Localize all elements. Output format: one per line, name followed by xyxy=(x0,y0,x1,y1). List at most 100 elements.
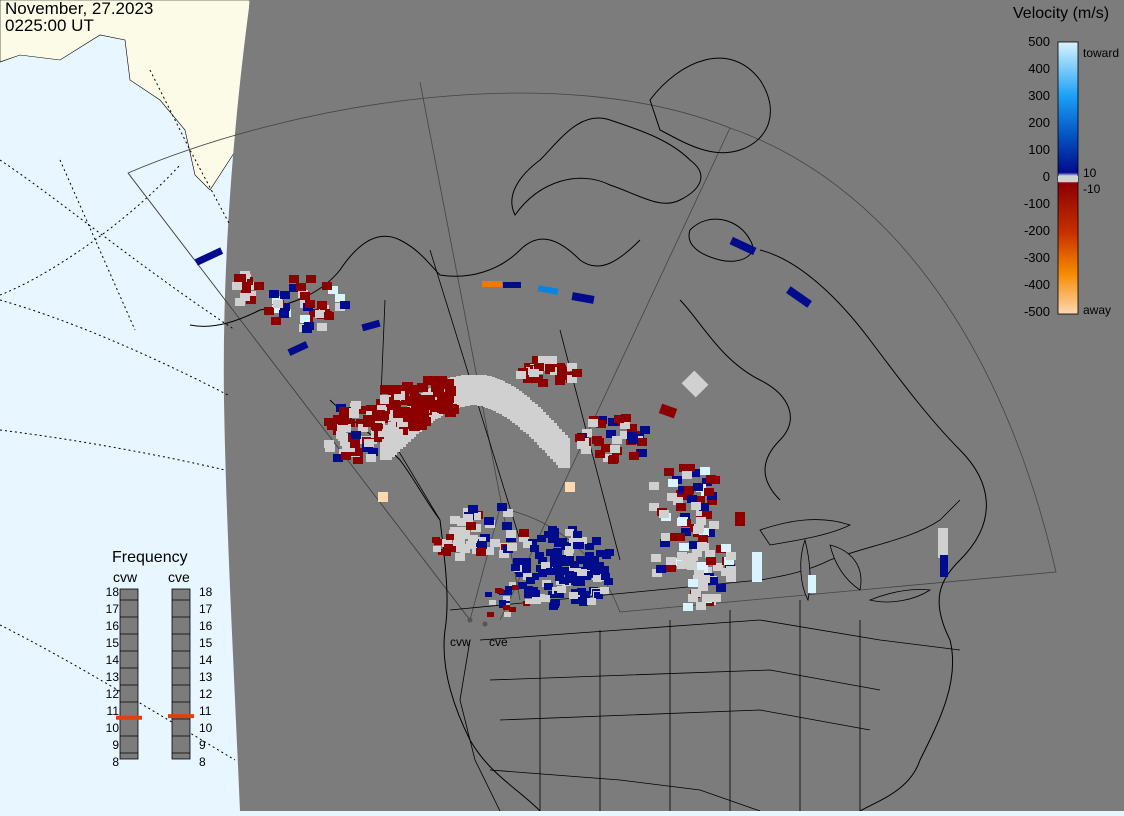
velocity-cell xyxy=(442,549,450,555)
velocity-cell xyxy=(490,539,500,547)
velocity-cell xyxy=(402,408,413,417)
velocity-cell xyxy=(546,568,555,575)
velocity-cell xyxy=(503,282,521,288)
velocity-cell xyxy=(538,557,547,564)
velocity-tick: -300 xyxy=(1023,250,1050,265)
velocity-cell xyxy=(576,579,585,586)
velocity-cell xyxy=(444,544,452,550)
velocity-tick: 500 xyxy=(1028,34,1050,49)
frequency-tick: 14 xyxy=(105,653,119,667)
velocity-cell xyxy=(602,552,611,559)
velocity-cell xyxy=(612,436,622,444)
velocity-cell xyxy=(579,599,588,606)
velocity-cell xyxy=(694,570,704,578)
velocity-cell xyxy=(390,385,401,394)
velocity-cell xyxy=(446,534,454,540)
velocity-cell xyxy=(544,531,553,538)
velocity-cell xyxy=(358,424,368,432)
velocity-cell xyxy=(463,514,473,522)
velocity-cell xyxy=(637,449,647,457)
velocity-cell xyxy=(596,420,606,428)
velocity-cell xyxy=(592,537,601,544)
velocity-cell xyxy=(240,293,250,301)
velocity-cell xyxy=(695,496,705,504)
velocity-cell xyxy=(569,592,578,599)
velocity-cell xyxy=(685,464,695,472)
velocity-cell xyxy=(518,582,527,589)
velocity-cell xyxy=(693,483,703,491)
velocity-cell xyxy=(525,599,532,604)
velocity-cell xyxy=(235,298,245,306)
velocity-cell xyxy=(503,605,510,610)
velocity-cell xyxy=(600,587,609,594)
velocity-cell xyxy=(457,518,467,526)
velocity-cell xyxy=(572,369,582,377)
velocity-cell xyxy=(378,492,388,502)
velocity-cell xyxy=(565,482,575,492)
frequency-tick: 9 xyxy=(199,738,206,752)
velocity-cell xyxy=(557,586,566,593)
velocity-cell xyxy=(503,509,513,517)
velocity-cell xyxy=(431,383,442,392)
velocity-cell xyxy=(273,300,283,308)
velocity-cell xyxy=(687,495,697,503)
velocity-cell xyxy=(573,531,582,538)
velocity-cell xyxy=(535,552,544,559)
velocity-cell xyxy=(476,548,486,556)
velocity-cell xyxy=(707,497,717,505)
velocity-cell xyxy=(482,281,502,287)
velocity-cell xyxy=(434,539,442,545)
velocity-cell xyxy=(466,522,476,530)
velocity-cell xyxy=(536,565,545,572)
velocity-cell xyxy=(694,524,704,532)
velocity-cell xyxy=(372,411,382,419)
velocity-cell xyxy=(724,557,734,565)
velocity-cell xyxy=(497,589,504,594)
velocity-cell xyxy=(706,557,716,565)
velocity-cell xyxy=(460,527,470,535)
velocity-cell xyxy=(353,456,363,464)
velocity-cell xyxy=(687,562,697,570)
velocity-cell xyxy=(477,541,487,549)
velocity-cell xyxy=(590,556,599,563)
velocity-cell xyxy=(280,291,290,299)
velocity-cell xyxy=(553,563,562,570)
velocity-cell xyxy=(735,512,745,526)
velocity-cell xyxy=(499,600,506,605)
velocity-cell xyxy=(271,317,281,325)
velocity-cell xyxy=(534,363,544,371)
velocity-cell xyxy=(659,510,669,518)
velocity-cell xyxy=(487,612,494,617)
velocity-cell xyxy=(681,528,691,536)
velocity-cell xyxy=(658,403,678,419)
velocity-cell xyxy=(453,538,463,546)
velocity-cell xyxy=(423,376,434,385)
velocity-cell xyxy=(627,424,637,432)
velocity-cell xyxy=(696,602,706,610)
velocity-cell xyxy=(677,561,687,569)
velocity-cell xyxy=(699,543,709,551)
velocity-cell xyxy=(561,559,570,566)
velocity-cell xyxy=(614,415,624,423)
velocity-cell xyxy=(729,236,757,256)
velocity-cell xyxy=(529,369,539,377)
velocity-tick: 100 xyxy=(1028,142,1050,157)
velocity-cell xyxy=(241,285,251,293)
velocity-cell xyxy=(691,589,701,597)
velocity-cell xyxy=(627,432,637,440)
velocity-cell xyxy=(560,568,569,575)
velocity-cell xyxy=(678,486,688,494)
velocity-cell xyxy=(300,292,310,300)
velocity-tick: -200 xyxy=(1023,223,1050,238)
velocity-cell xyxy=(338,417,348,425)
velocity-cell xyxy=(246,291,256,299)
velocity-cell xyxy=(317,301,327,309)
velocity-cell xyxy=(387,405,398,414)
velocity-cell xyxy=(289,275,299,283)
velocity-cell xyxy=(668,479,678,487)
velocity-cell xyxy=(411,416,422,425)
velocity-cell xyxy=(503,600,510,605)
velocity-cell xyxy=(351,431,361,439)
velocity-cell xyxy=(595,562,604,569)
velocity-cell xyxy=(547,356,557,364)
